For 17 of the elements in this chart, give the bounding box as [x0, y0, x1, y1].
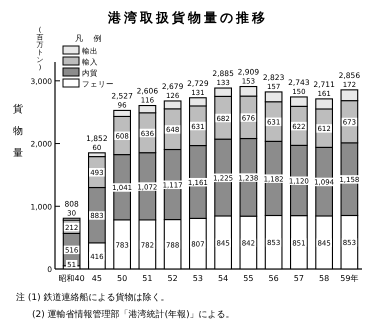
x-tick-label: 52 — [168, 274, 178, 283]
text: 注 (1) 鉄道連絡船による貨物は除く。 — [16, 292, 170, 303]
x-tick-label: 57 — [294, 274, 304, 283]
x-tick-label: 55 — [243, 274, 254, 283]
legend-title: 凡 例 — [75, 34, 106, 43]
x-tick-label: 51 — [142, 274, 152, 283]
x-tick-label: 56 — [268, 274, 279, 283]
x-tick-label: 54 — [218, 274, 228, 283]
y-axis-title: 貨物量 — [13, 103, 23, 159]
x-tick-label: 58 — [319, 274, 330, 283]
x-tick-label: 50 — [117, 274, 128, 283]
x-tick-label: 昭和40 — [58, 274, 85, 283]
x-tick-label: 59年 — [340, 274, 358, 283]
text: (2) 運輸省情報管理部「港湾統計(年報)」による。 — [32, 309, 235, 320]
chart-title: 港湾取扱貨物量の推移 — [107, 10, 268, 26]
x-tick-label: 53 — [192, 274, 203, 283]
x-tick-label: 45 — [92, 274, 102, 283]
